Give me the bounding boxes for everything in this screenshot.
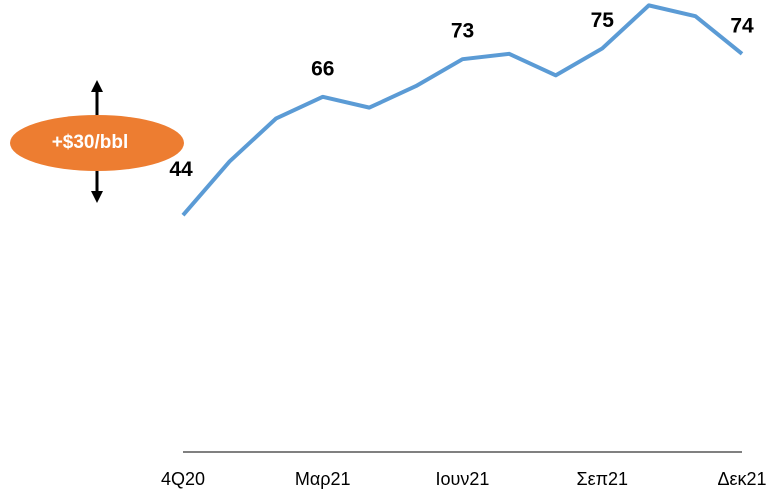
data-label: 44 <box>169 158 193 181</box>
data-label: 66 <box>311 57 334 80</box>
x-tick-label: Ιουν21 <box>436 469 490 489</box>
data-label: 73 <box>451 20 474 43</box>
x-tick-label: 4Q20 <box>161 469 205 489</box>
annotation-badge <box>10 115 184 171</box>
x-tick-label: Σεπ21 <box>576 469 628 489</box>
annotation-text: +$30/bbl <box>52 132 129 153</box>
data-label: 75 <box>591 9 615 32</box>
data-label: 74 <box>730 14 754 37</box>
x-tick-label: Δεκ21 <box>717 469 766 489</box>
x-tick-label: Μαρ21 <box>295 469 351 489</box>
line <box>181 3 744 217</box>
